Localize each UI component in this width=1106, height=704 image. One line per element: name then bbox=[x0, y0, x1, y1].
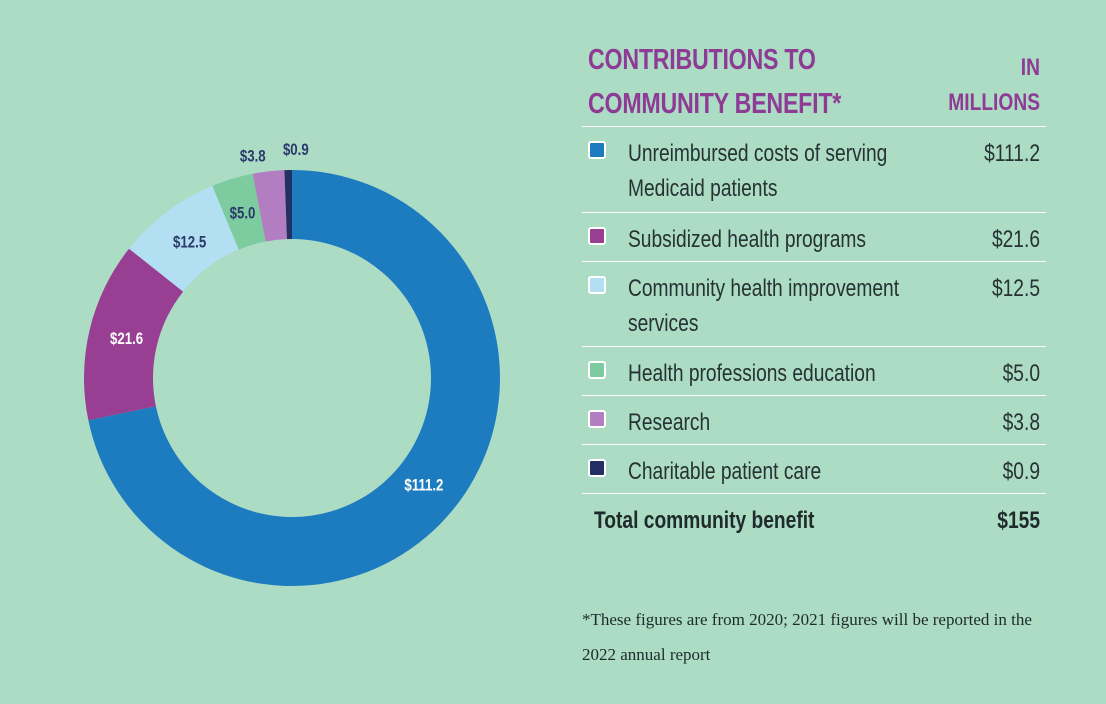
data-label-charitable: $0.9 bbox=[283, 141, 309, 160]
table-row: Charitable patient care $0.9 bbox=[582, 445, 1046, 494]
unit-label: IN MILLIONS bbox=[948, 54, 1040, 116]
legend-swatch-medicaid bbox=[588, 141, 606, 159]
total-label: Total community benefit bbox=[594, 507, 815, 534]
row-value: $0.9 bbox=[1002, 458, 1040, 485]
slice-education bbox=[212, 173, 266, 250]
row-value: $5.0 bbox=[1002, 360, 1040, 387]
row-value: $3.8 bbox=[1002, 409, 1040, 436]
table-row: Unreimbursed costs of serving Medicaid p… bbox=[582, 127, 1046, 213]
legend-swatch-charitable bbox=[588, 459, 606, 477]
slice-community-health bbox=[129, 185, 239, 292]
data-label-medicaid: $111.2 bbox=[404, 476, 443, 495]
legend-swatch-research bbox=[588, 410, 606, 428]
row-value: $12.5 bbox=[991, 275, 1040, 302]
row-label: Health professions education bbox=[628, 360, 876, 387]
table-row: Health professions education $5.0 bbox=[582, 347, 1046, 396]
slice-research bbox=[252, 170, 287, 242]
row-label: Community health improvement services bbox=[628, 275, 900, 337]
donut-chart: $111.2 $21.6 $12.5 $5.0 $3.8 $0.9 bbox=[83, 141, 500, 586]
row-label: Unreimbursed costs of serving Medicaid p… bbox=[628, 140, 888, 202]
table-row: Community health improvement services $1… bbox=[582, 262, 1046, 347]
community-benefit-table: CONTRIBUTIONS TO COMMUNITY BENEFIT* IN M… bbox=[582, 36, 1046, 546]
table-header: CONTRIBUTIONS TO COMMUNITY BENEFIT* IN M… bbox=[582, 36, 1046, 127]
data-label-education: $5.0 bbox=[230, 204, 256, 223]
legend-swatch-education bbox=[588, 361, 606, 379]
legend-swatch-community-health bbox=[588, 276, 606, 294]
row-value: $21.6 bbox=[991, 226, 1040, 253]
total-value: $155 bbox=[997, 507, 1040, 534]
row-label: Research bbox=[628, 409, 711, 436]
data-label-community-health: $12.5 bbox=[173, 233, 207, 252]
slice-medicaid bbox=[88, 170, 500, 586]
legend-swatch-subsidized bbox=[588, 227, 606, 245]
row-value: $111.2 bbox=[984, 140, 1040, 167]
slice-subsidized bbox=[83, 248, 184, 421]
table-row: Subsidized health programs $21.6 bbox=[582, 213, 1046, 262]
table-title: CONTRIBUTIONS TO COMMUNITY BENEFIT* bbox=[588, 44, 842, 120]
slice-charitable bbox=[284, 170, 292, 240]
data-label-research: $3.8 bbox=[240, 147, 266, 166]
row-label: Charitable patient care bbox=[628, 458, 822, 485]
data-label-subsidized: $21.6 bbox=[110, 329, 143, 348]
total-row: Total community benefit $155 bbox=[582, 494, 1046, 546]
footnote: *These figures are from 2020; 2021 figur… bbox=[582, 610, 1032, 664]
table-row: Research $3.8 bbox=[582, 396, 1046, 445]
row-label: Subsidized health programs bbox=[628, 226, 867, 253]
